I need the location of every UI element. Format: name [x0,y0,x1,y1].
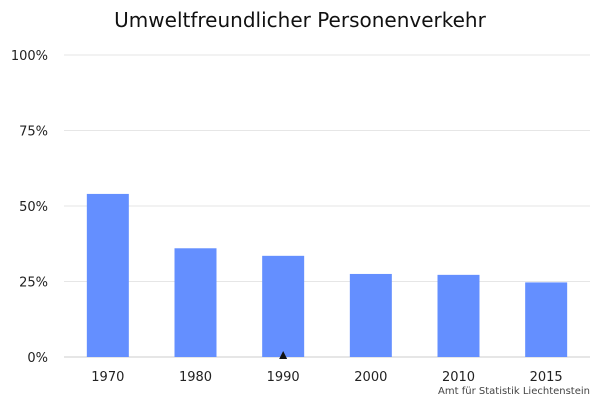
x-tick-label: 2000 [354,370,387,385]
bar-2010[interactable] [437,274,480,357]
bar-2000[interactable] [349,273,392,357]
x-tick-label: 2015 [530,370,563,385]
y-tick-label: 75% [19,125,48,140]
x-tick-label: 1980 [179,370,212,385]
bar-1990[interactable] [262,255,305,357]
y-tick-label: 0% [27,351,48,366]
y-tick-label: 100% [11,49,48,64]
x-tick-label: 2010 [442,370,475,385]
bar-1980[interactable] [174,248,217,357]
bar-2015[interactable] [525,282,568,357]
bars [86,193,568,357]
x-axis-tick-labels: 1970 1980 1990 2000 2010 2015 [91,370,562,385]
markers [279,351,288,359]
source-label: Amt für Statistik Liechtenstein [438,386,590,397]
gridlines [64,54,590,358]
bar-1970[interactable] [86,193,129,357]
y-tick-label: 25% [19,276,48,291]
x-tick-label: 1990 [267,370,300,385]
y-tick-label: 50% [19,200,48,215]
triangle-marker-icon [279,351,288,359]
x-tick-label: 1970 [91,370,124,385]
y-axis-tick-labels: 0% 25% 50% 75% 100% [11,49,48,366]
chart-title: Umweltfreundlicher Personenverkehr [114,8,486,32]
